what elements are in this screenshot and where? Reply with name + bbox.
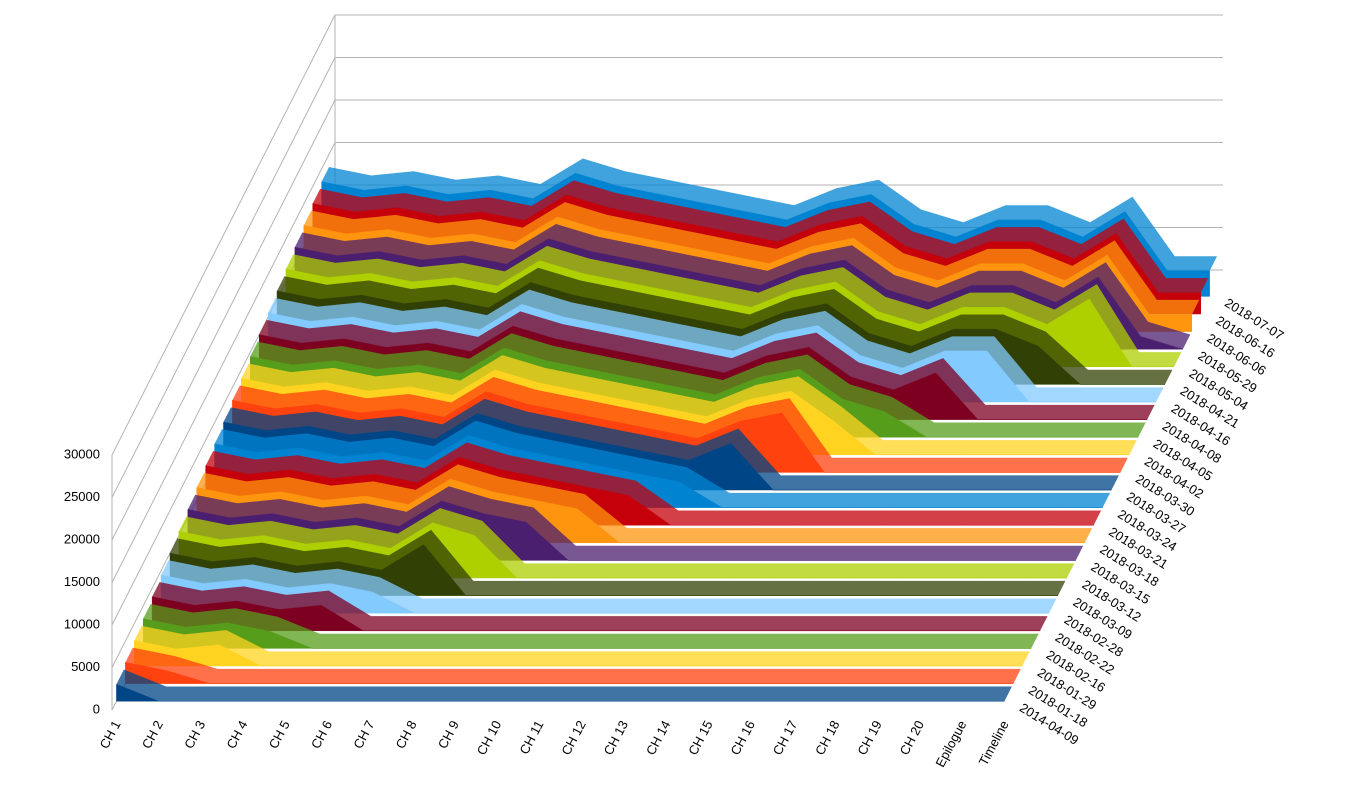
- x-tick-label: CH 3: [181, 718, 208, 751]
- ribbon-top: [250, 333, 1146, 438]
- ribbon-top: [205, 442, 1102, 526]
- ribbon-top: [321, 158, 1218, 271]
- ribbon-top: [196, 464, 1093, 543]
- x-tick-label: CH 11: [516, 718, 546, 757]
- y-tick-label: 5000: [71, 659, 100, 674]
- area: [160, 574, 1050, 614]
- x-tick-label: CH 14: [643, 718, 674, 758]
- x-tick-label: CH 18: [812, 718, 843, 758]
- x-tick-label: CH 9: [435, 718, 462, 751]
- x-tick-label: CH 6: [308, 718, 335, 751]
- ribbon-top: [116, 669, 1012, 702]
- y-tick-label: 10000: [64, 616, 100, 631]
- ribbon-top: [161, 560, 1057, 614]
- ribbon-top: [303, 202, 1200, 315]
- ribbon-top: [259, 311, 1155, 420]
- x-tick-label: CH 13: [601, 718, 632, 758]
- ribbon-top: [294, 224, 1191, 350]
- x-tick-label: Timeline: [976, 718, 1012, 768]
- ribbon-top: [178, 508, 1075, 578]
- ribbon-top: [125, 647, 1021, 684]
- grid-line: [111, 142, 336, 583]
- ribbon-top: [223, 398, 1119, 490]
- ribbon-top: [134, 625, 1030, 666]
- x-tick-label: CH 20: [897, 718, 928, 758]
- x-tick-label: CH 8: [393, 718, 420, 751]
- x-tick-label: CH 17: [770, 718, 801, 758]
- grid-line: [111, 57, 336, 498]
- x-tick-label: CH 19: [854, 718, 885, 758]
- x-tick-label: CH 10: [474, 718, 505, 758]
- x-tick-label: CH 1: [97, 718, 124, 751]
- y-tick-label: 20000: [64, 531, 100, 546]
- ribbon-top: [285, 245, 1182, 367]
- y-tick-label: 15000: [64, 574, 100, 589]
- x-tick-label: CH 4: [223, 718, 250, 751]
- ribbon-top: [169, 529, 1066, 596]
- area: [125, 662, 1014, 684]
- grid-line: [111, 14, 336, 456]
- area: [134, 640, 1023, 667]
- ribbon-top: [214, 420, 1111, 508]
- ribbon-top: [277, 267, 1173, 385]
- x-tick-label: CH 12: [558, 718, 589, 758]
- area: [169, 544, 1058, 596]
- ribbon-top: [241, 355, 1137, 455]
- ribbon-top: [312, 180, 1209, 293]
- grid-line: [111, 99, 336, 541]
- y-tick-label: 0: [93, 701, 100, 716]
- ribbon-top: [187, 486, 1084, 561]
- x-tick-label: CH 2: [139, 718, 166, 751]
- x-tick-label: Epilogue: [932, 718, 969, 770]
- y-tick-label: 25000: [64, 489, 100, 504]
- x-tick-label: CH 7: [350, 718, 377, 751]
- y-tick-label: 30000: [64, 446, 100, 461]
- area: [116, 683, 1005, 702]
- ribbon-top: [268, 289, 1164, 402]
- x-tick-label: CH 16: [727, 718, 758, 758]
- ribbon-top: [143, 603, 1039, 649]
- x-tick-label: CH 15: [685, 718, 716, 758]
- x-tick-label: CH 5: [266, 718, 293, 751]
- ribbon-top: [152, 582, 1048, 631]
- ribbon-top: [232, 376, 1128, 473]
